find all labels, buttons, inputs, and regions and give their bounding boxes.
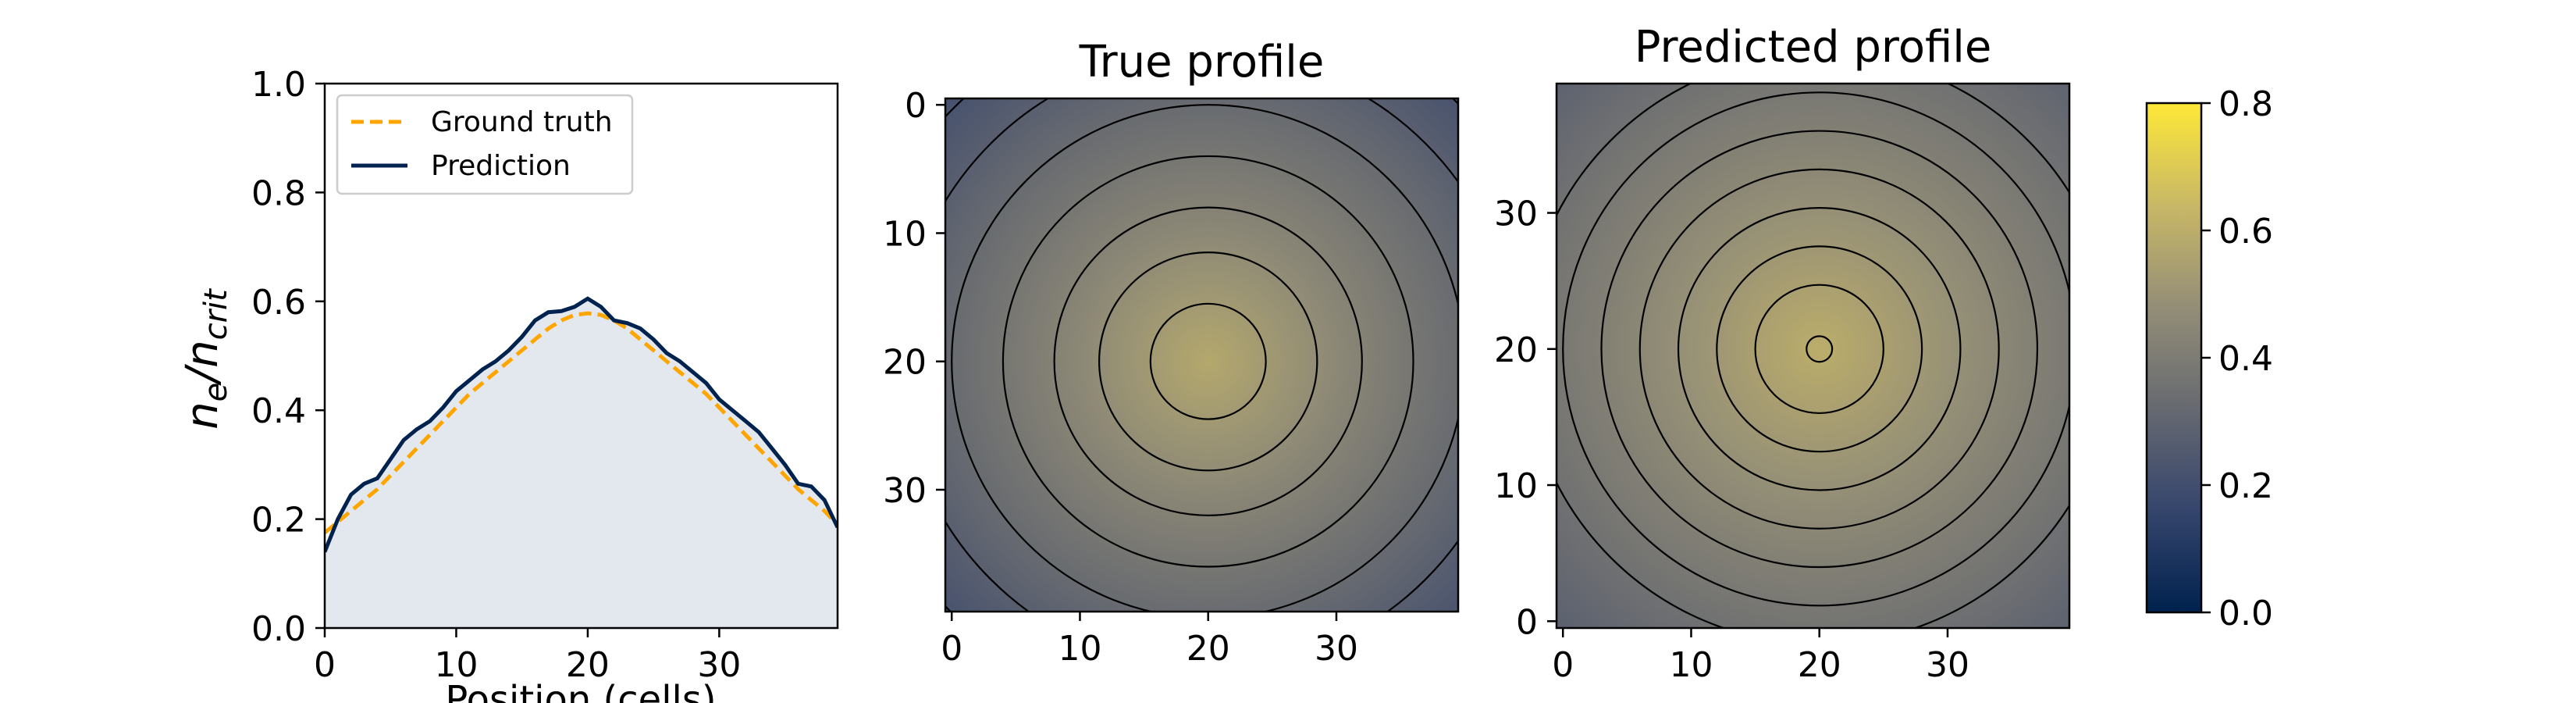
y-tick-label: 0.2 bbox=[251, 501, 306, 541]
predicted-profile-y-ticks: 0 10 20 30 bbox=[1494, 194, 1557, 642]
contour-line bbox=[1002, 155, 1414, 568]
x-tick-label: 20 bbox=[1798, 645, 1841, 685]
true-profile-heatmap bbox=[945, 98, 1458, 612]
y-tick-label: 10 bbox=[1494, 466, 1538, 506]
true-profile-y-ticks: 0 10 20 30 bbox=[883, 86, 945, 511]
y-tick-label: 20 bbox=[1494, 330, 1538, 370]
line-chart-x-label: Position (cells) bbox=[445, 678, 716, 703]
colorbar-ticks: 0.0 0.2 0.4 0.6 0.8 bbox=[2201, 84, 2273, 633]
colorbar-tick-label: 0.2 bbox=[2218, 466, 2273, 506]
y-tick-label: 1.0 bbox=[251, 65, 306, 105]
x-tick-label: 20 bbox=[566, 645, 610, 685]
x-tick-label: 30 bbox=[1926, 645, 1969, 685]
predicted-profile-heatmap bbox=[1557, 84, 2069, 628]
x-tick-label: 0 bbox=[314, 645, 336, 685]
true-profile-x-ticks: 0 10 20 30 bbox=[941, 612, 1358, 669]
predicted-profile-x-ticks: 0 10 20 30 bbox=[1552, 628, 1969, 685]
y-tick-label: 30 bbox=[1494, 194, 1538, 234]
contour-line bbox=[1677, 207, 1962, 491]
line-chart-frame bbox=[323, 82, 839, 630]
colorbar: 0.0 0.2 0.4 0.6 0.8 bbox=[2145, 84, 2273, 633]
colorbar-gradient bbox=[2145, 102, 2203, 614]
ground-truth-line bbox=[325, 311, 838, 534]
y-tick-label: 20 bbox=[883, 343, 927, 383]
contour-line bbox=[1716, 245, 1923, 453]
y-tick-label: 10 bbox=[883, 214, 927, 254]
line-chart-y-label: ne/ncrit bbox=[177, 288, 234, 430]
y-tick-label: 0.4 bbox=[251, 391, 306, 431]
legend-ground-truth-label: Ground truth bbox=[431, 106, 613, 138]
true-profile-frame bbox=[944, 97, 1460, 613]
contour-line bbox=[1638, 168, 2000, 530]
x-tick-label: 0 bbox=[1552, 645, 1574, 685]
line-chart-panel: 0 10 20 30 0.0 0.2 0.4 0.6 0.8 1.0 Position (cel… bbox=[177, 65, 839, 703]
contour-line bbox=[1806, 335, 1834, 363]
contour-line bbox=[1098, 251, 1318, 472]
legend-box bbox=[336, 94, 634, 195]
contour-line bbox=[1053, 206, 1363, 516]
true-profile-panel: True profile 0 10 20 30 0 10 20 30 bbox=[883, 37, 1460, 669]
predicted-profile-panel: Predicted profile 0 10 20 30 0 10 20 30 bbox=[1494, 22, 2071, 685]
legend-prediction-label: Prediction bbox=[431, 150, 571, 182]
x-tick-label: 10 bbox=[434, 645, 478, 685]
contour-line bbox=[951, 104, 1458, 612]
prediction-area-fill bbox=[325, 298, 838, 628]
x-tick-label: 10 bbox=[1669, 645, 1713, 685]
true-profile-contours bbox=[945, 98, 1458, 612]
contour-line bbox=[1562, 91, 2069, 607]
y-tick-label: 0.6 bbox=[251, 283, 306, 323]
x-tick-label: 30 bbox=[697, 645, 741, 685]
x-tick-label: 10 bbox=[1058, 629, 1101, 669]
contour-line bbox=[1754, 284, 1884, 415]
line-chart-x-ticks: 0 10 20 30 bbox=[314, 628, 741, 685]
legend: Ground truth Prediction bbox=[336, 94, 634, 195]
prediction-line bbox=[325, 296, 838, 553]
y-tick-label: 30 bbox=[883, 471, 927, 511]
predicted-profile-frame bbox=[1555, 82, 2071, 630]
y-tick-label: 0 bbox=[1516, 602, 1538, 642]
colorbar-tick-label: 0.0 bbox=[2218, 594, 2273, 633]
x-tick-label: 20 bbox=[1187, 629, 1230, 669]
colorbar-tick-label: 0.8 bbox=[2218, 84, 2273, 124]
predicted-profile-title: Predicted profile bbox=[1635, 22, 1992, 73]
colorbar-tick-label: 0.4 bbox=[2218, 339, 2273, 379]
true-profile-title: True profile bbox=[1079, 37, 1325, 87]
y-tick-label: 0.0 bbox=[251, 609, 306, 649]
line-chart-y-ticks: 0.0 0.2 0.4 0.6 0.8 1.0 bbox=[251, 65, 325, 649]
contour-line bbox=[1600, 130, 2039, 569]
y-tick-label: 0.8 bbox=[251, 173, 306, 213]
x-tick-label: 0 bbox=[941, 629, 962, 669]
predicted-profile-contours bbox=[1557, 84, 2069, 628]
y-tick-label: 0 bbox=[905, 86, 927, 126]
contour-line bbox=[1149, 302, 1267, 420]
colorbar-tick-label: 0.6 bbox=[2218, 212, 2273, 252]
x-tick-label: 30 bbox=[1315, 629, 1358, 669]
